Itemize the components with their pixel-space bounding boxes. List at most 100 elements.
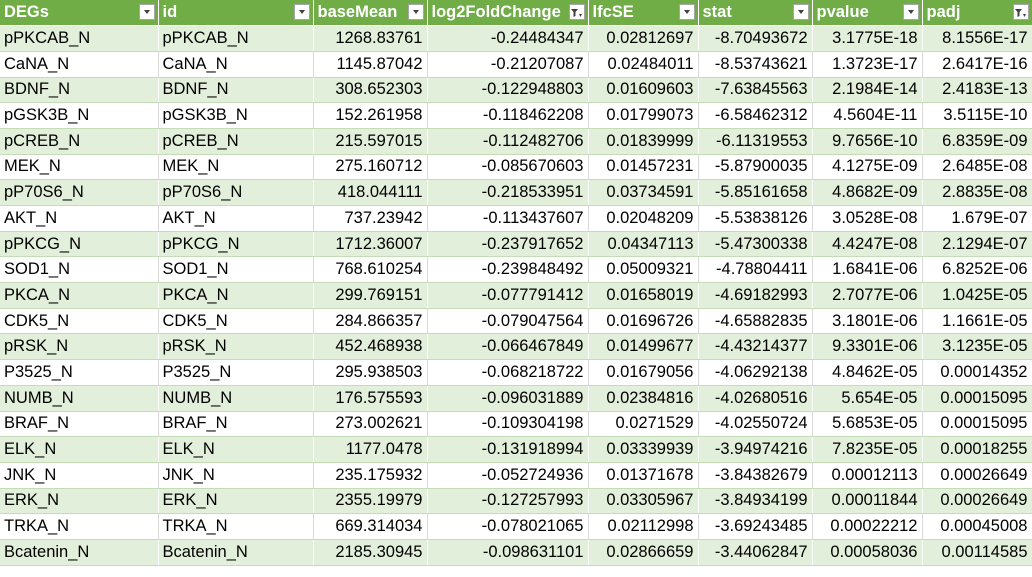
cell-padj[interactable]: 3.5115E-10 — [922, 102, 1032, 129]
cell-log2foldchange[interactable]: -0.239848492 — [427, 256, 589, 284]
filter-dropdown-icon[interactable] — [678, 4, 695, 20]
cell-stat[interactable]: -3.84382679 — [698, 462, 813, 489]
cell-stat[interactable]: -4.65882835 — [698, 308, 813, 335]
cell-stat[interactable]: -5.47300338 — [698, 231, 813, 258]
cell-padj[interactable]: 8.1556E-17 — [922, 25, 1032, 52]
cell-basemean[interactable]: 152.261958 — [313, 102, 428, 129]
cell-padj[interactable]: 1.679E-07 — [922, 205, 1032, 232]
cell-log2foldchange[interactable]: -0.109304198 — [427, 411, 589, 438]
cell-basemean[interactable]: 215.597015 — [313, 128, 428, 155]
cell-stat[interactable]: -5.87900035 — [698, 154, 813, 181]
column-header-basemean[interactable]: baseMean — [313, 0, 428, 27]
cell-basemean[interactable]: 737.23942 — [313, 205, 428, 232]
cell-degs[interactable]: CDK5_N — [0, 308, 159, 335]
column-header-id[interactable]: id — [158, 0, 314, 27]
cell-lfcse[interactable]: 0.04347113 — [588, 231, 699, 258]
cell-stat[interactable]: -3.44062847 — [698, 539, 813, 566]
cell-log2foldchange[interactable]: -0.066467849 — [427, 333, 589, 361]
cell-id[interactable]: pP70S6_N — [158, 179, 314, 206]
cell-stat[interactable]: -4.43214377 — [698, 333, 813, 361]
cell-pvalue[interactable]: 4.8462E-05 — [812, 359, 923, 386]
cell-lfcse[interactable]: 0.03734591 — [588, 179, 699, 206]
cell-padj[interactable]: 6.8252E-06 — [922, 256, 1032, 284]
cell-id[interactable]: ELK_N — [158, 436, 314, 463]
cell-pvalue[interactable]: 1.6841E-06 — [812, 256, 923, 284]
cell-lfcse[interactable]: 0.01696726 — [588, 308, 699, 335]
cell-lfcse[interactable]: 0.01839999 — [588, 128, 699, 155]
cell-id[interactable]: AKT_N — [158, 205, 314, 232]
cell-degs[interactable]: ERK_N — [0, 488, 159, 515]
cell-pvalue[interactable]: 2.7077E-06 — [812, 282, 923, 309]
cell-padj[interactable]: 1.0425E-05 — [922, 282, 1032, 309]
cell-padj[interactable]: 0.00015095 — [922, 385, 1032, 412]
column-header-degs[interactable]: DEGs — [0, 0, 159, 27]
cell-pvalue[interactable]: 5.654E-05 — [812, 385, 923, 412]
cell-stat[interactable]: -6.11319553 — [698, 128, 813, 155]
cell-pvalue[interactable]: 9.7656E-10 — [812, 128, 923, 155]
cell-degs[interactable]: TRKA_N — [0, 513, 159, 540]
cell-id[interactable]: SOD1_N — [158, 256, 314, 284]
cell-log2foldchange[interactable]: -0.127257993 — [427, 488, 589, 515]
cell-log2foldchange[interactable]: -0.052724936 — [427, 462, 589, 489]
cell-log2foldchange[interactable]: -0.21207087 — [427, 51, 589, 78]
cell-basemean[interactable]: 299.769151 — [313, 282, 428, 309]
cell-basemean[interactable]: 1268.83761 — [313, 25, 428, 52]
cell-degs[interactable]: pCREB_N — [0, 128, 159, 155]
cell-stat[interactable]: -8.70493672 — [698, 25, 813, 52]
cell-log2foldchange[interactable]: -0.113437607 — [427, 205, 589, 232]
cell-id[interactable]: pPKCAB_N — [158, 25, 314, 52]
filter-active-icon[interactable] — [568, 4, 585, 20]
column-header-pvalue[interactable]: pvalue — [812, 0, 923, 27]
cell-degs[interactable]: ELK_N — [0, 436, 159, 463]
cell-basemean[interactable]: 273.002621 — [313, 411, 428, 438]
cell-log2foldchange[interactable]: -0.077791412 — [427, 282, 589, 309]
cell-pvalue[interactable]: 0.00058036 — [812, 539, 923, 566]
cell-degs[interactable]: AKT_N — [0, 205, 159, 232]
cell-id[interactable]: pRSK_N — [158, 333, 314, 361]
column-header-padj[interactable]: padj — [922, 0, 1032, 27]
cell-log2foldchange[interactable]: -0.218533951 — [427, 179, 589, 206]
cell-padj[interactable]: 0.00026649 — [922, 488, 1032, 515]
cell-pvalue[interactable]: 3.1775E-18 — [812, 25, 923, 52]
column-header-lfcse[interactable]: lfcSE — [588, 0, 699, 27]
cell-stat[interactable]: -7.63845563 — [698, 77, 813, 104]
filter-dropdown-icon[interactable] — [407, 4, 424, 20]
cell-id[interactable]: CDK5_N — [158, 308, 314, 335]
cell-lfcse[interactable]: 0.03305967 — [588, 488, 699, 515]
cell-id[interactable]: NUMB_N — [158, 385, 314, 412]
cell-lfcse[interactable]: 0.02048209 — [588, 205, 699, 232]
cell-padj[interactable]: 0.00045008 — [922, 513, 1032, 540]
cell-basemean[interactable]: 768.610254 — [313, 256, 428, 284]
cell-degs[interactable]: P3525_N — [0, 359, 159, 386]
cell-stat[interactable]: -6.58462312 — [698, 102, 813, 129]
cell-pvalue[interactable]: 0.00011844 — [812, 488, 923, 515]
cell-stat[interactable]: -5.53838126 — [698, 205, 813, 232]
cell-lfcse[interactable]: 0.02112998 — [588, 513, 699, 540]
cell-id[interactable]: PKCA_N — [158, 282, 314, 309]
cell-degs[interactable]: BDNF_N — [0, 77, 159, 104]
filter-dropdown-icon[interactable] — [902, 4, 919, 20]
cell-lfcse[interactable]: 0.0271529 — [588, 411, 699, 438]
cell-degs[interactable]: CaNA_N — [0, 51, 159, 78]
cell-id[interactable]: JNK_N — [158, 462, 314, 489]
cell-id[interactable]: Bcatenin_N — [158, 539, 314, 566]
cell-stat[interactable]: -4.69182993 — [698, 282, 813, 309]
cell-lfcse[interactable]: 0.01609603 — [588, 77, 699, 104]
cell-basemean[interactable]: 176.575593 — [313, 385, 428, 412]
cell-basemean[interactable]: 295.938503 — [313, 359, 428, 386]
cell-stat[interactable]: -3.69243485 — [698, 513, 813, 540]
cell-log2foldchange[interactable]: -0.098631101 — [427, 539, 589, 566]
cell-log2foldchange[interactable]: -0.237917652 — [427, 231, 589, 258]
cell-id[interactable]: BRAF_N — [158, 411, 314, 438]
cell-degs[interactable]: pGSK3B_N — [0, 102, 159, 129]
cell-padj[interactable]: 0.00014352 — [922, 359, 1032, 386]
cell-lfcse[interactable]: 0.01658019 — [588, 282, 699, 309]
column-header-stat[interactable]: stat — [698, 0, 813, 27]
cell-basemean[interactable]: 1712.36007 — [313, 231, 428, 258]
cell-id[interactable]: P3525_N — [158, 359, 314, 386]
cell-basemean[interactable]: 284.866357 — [313, 308, 428, 335]
cell-stat[interactable]: -4.02550724 — [698, 411, 813, 438]
cell-stat[interactable]: -4.78804411 — [698, 256, 813, 284]
cell-lfcse[interactable]: 0.01799073 — [588, 102, 699, 129]
cell-padj[interactable]: 3.1235E-05 — [922, 333, 1032, 361]
